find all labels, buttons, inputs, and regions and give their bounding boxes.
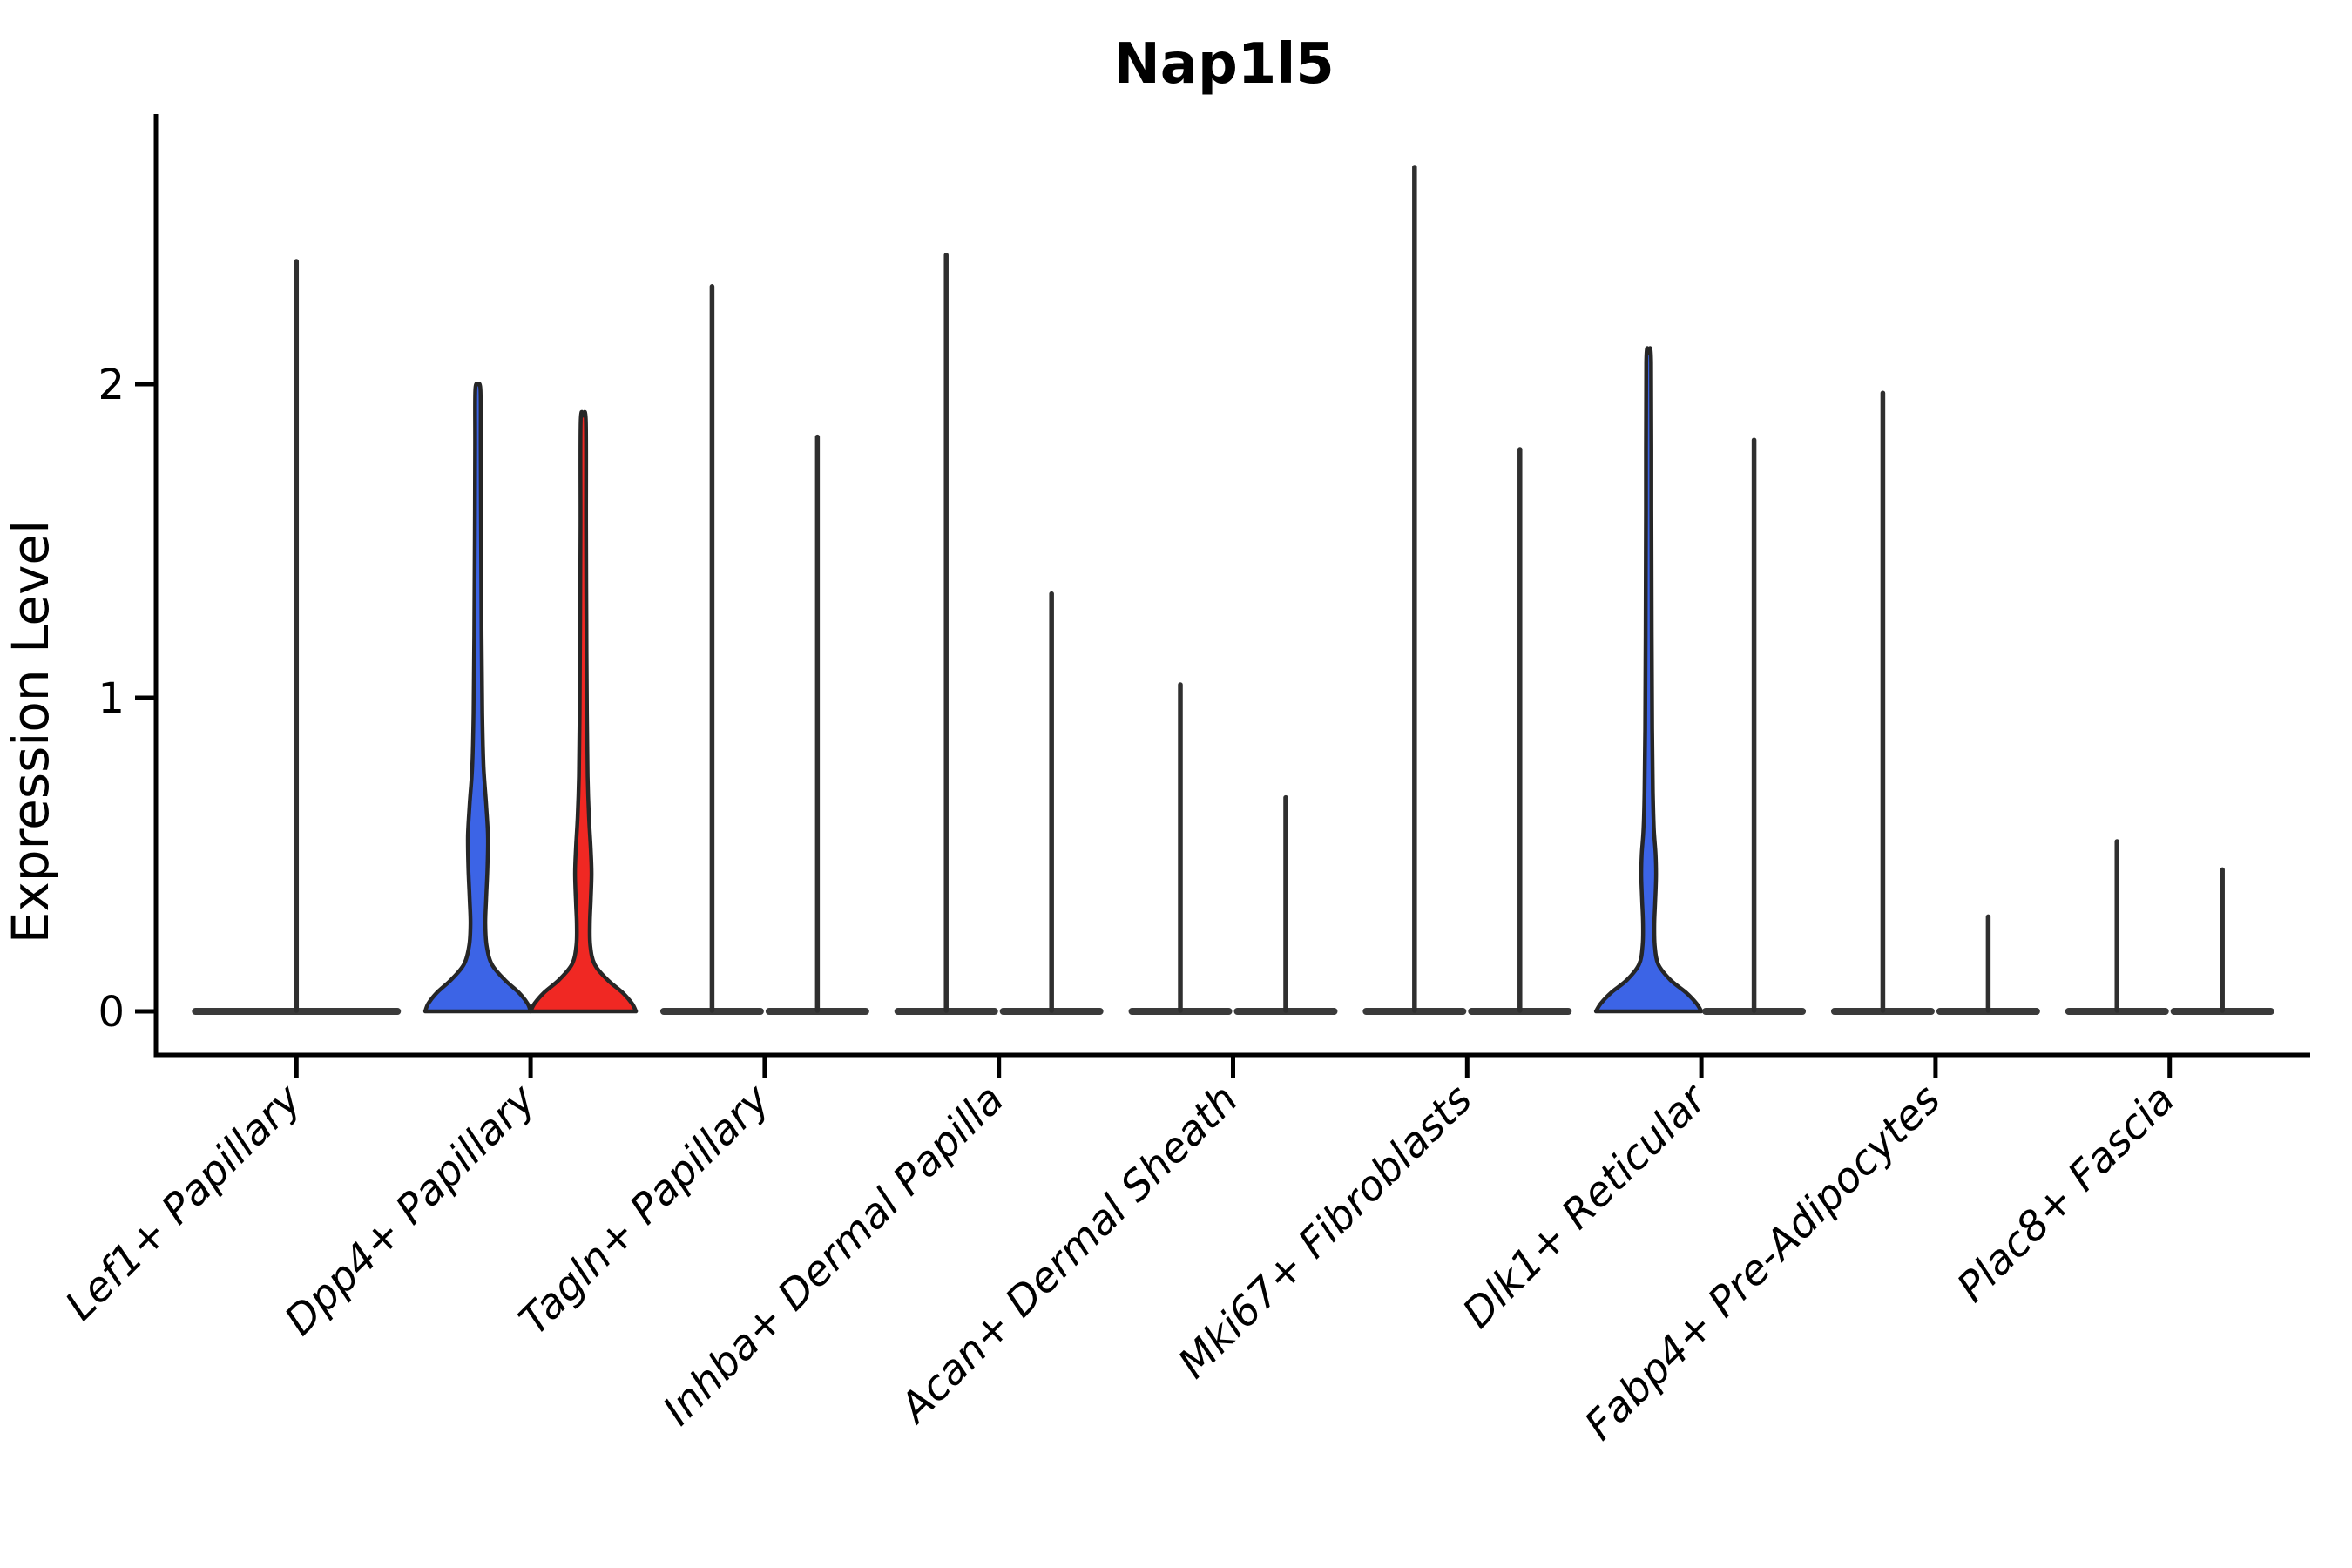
- violin-body-blue: [422, 382, 533, 1014]
- y-tick-label: 2: [98, 361, 125, 409]
- y-tick-label: 0: [98, 988, 125, 1037]
- violin-body-red: [528, 409, 639, 1014]
- chart-title: Nap1l5: [1113, 32, 1335, 97]
- x-tick-label: Tagln+ Papillary: [510, 1075, 781, 1345]
- x-tick-label: Lef1+ Papillary: [57, 1075, 312, 1330]
- x-tick-label: Plac8+ Fascia: [1948, 1076, 2184, 1312]
- violin-body-blue: [1593, 346, 1704, 1014]
- y-axis-label: Expression Level: [1, 520, 60, 943]
- y-tick-label: 1: [98, 674, 125, 723]
- x-tick-label: Dpp4+ Papillary: [275, 1075, 545, 1345]
- x-tick-label: Dlk1+ Reticular: [1454, 1074, 1718, 1338]
